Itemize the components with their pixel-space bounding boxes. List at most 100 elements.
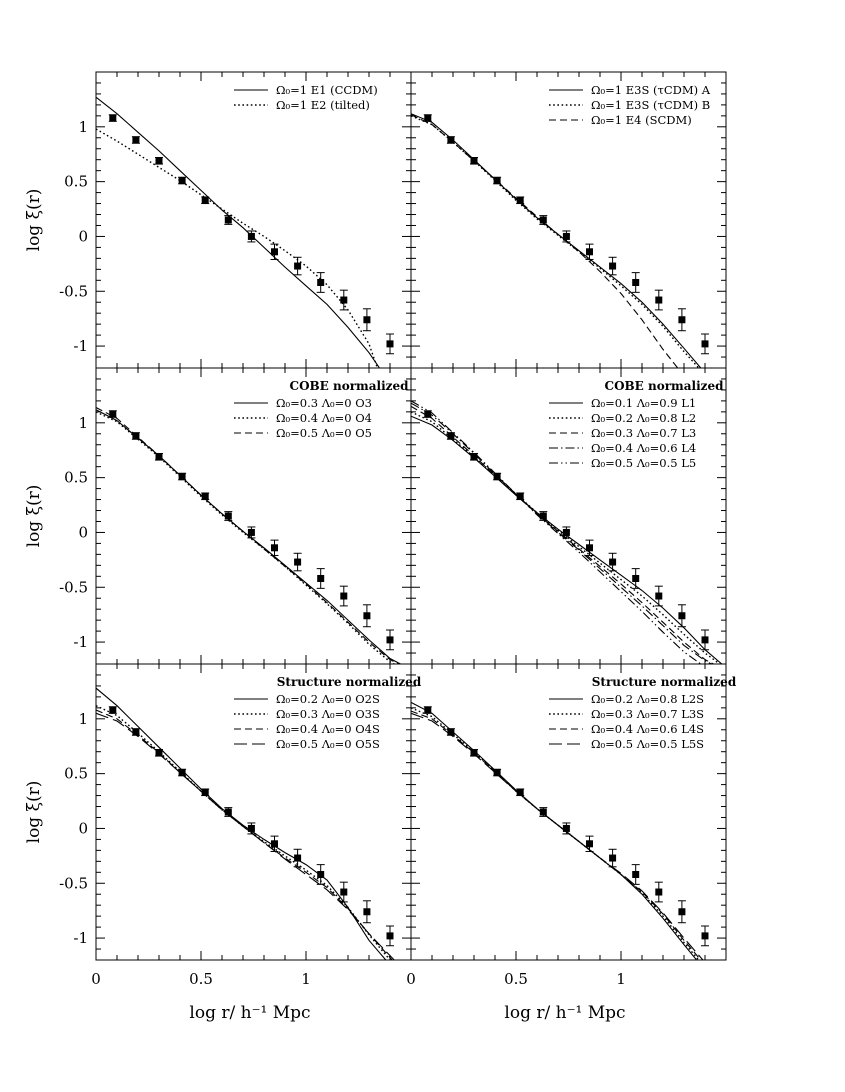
legend-label-1: Ω₀=0.2 Λ₀=0.8 L2S <box>591 692 704 706</box>
data-point <box>178 473 186 481</box>
data-point <box>155 157 163 165</box>
axis-labels: 1 0.5 0 -0.5 -1 1 0.5 0 -0.5 -1 1 0.5 0 -0.5 -1 0 0.5 1 0 0… <box>59 118 626 988</box>
points-top-right <box>423 114 709 355</box>
data-point <box>678 908 686 916</box>
data-point <box>271 840 278 848</box>
y-tick-label: 1 <box>78 118 88 136</box>
data-point <box>609 262 617 270</box>
legend-label-3: Ω₀=0.4 Λ₀=0.6 L4S <box>591 722 704 736</box>
data-point <box>655 296 663 304</box>
legend-label-3: Ω₀=0.4 Λ₀=0 O4S <box>276 722 380 736</box>
legend-label-4: Ω₀=0.4 Λ₀=0.6 L4 <box>591 441 696 455</box>
data-point <box>224 216 232 224</box>
model-curve-4 <box>411 402 712 664</box>
data-point <box>386 340 394 348</box>
y-tick-label: 0.5 <box>64 173 88 191</box>
y-tick-label: -0.5 <box>59 282 88 300</box>
data-point <box>363 316 371 324</box>
data-point <box>224 512 232 520</box>
data-point <box>447 136 455 144</box>
model-curve-5 <box>411 400 702 664</box>
legend-label-1: Ω₀=0.3 Λ₀=0 O3 <box>276 396 372 410</box>
data-point <box>701 636 709 644</box>
x-tick-label: 0 <box>406 970 416 988</box>
data-point <box>470 749 478 757</box>
y-tick-label: 0.5 <box>64 469 88 487</box>
panel-frames <box>95 71 727 961</box>
model-curve-3 <box>411 405 714 664</box>
model-curve-2 <box>96 411 395 664</box>
data-point <box>178 769 186 777</box>
y-tick-label: 0.5 <box>64 765 88 783</box>
y-tick-label: -0.5 <box>59 578 88 596</box>
data-point <box>224 808 232 816</box>
data-point <box>317 870 325 878</box>
data-point <box>178 177 186 185</box>
x-tick-label: 0 <box>91 970 101 988</box>
x-tick-label: 0.5 <box>189 970 213 988</box>
y-tick-label: -1 <box>73 633 88 651</box>
y-tick-label: -0.5 <box>59 874 88 892</box>
data-point <box>609 854 617 862</box>
data-point <box>109 114 117 122</box>
data-point <box>562 232 570 240</box>
y-tick-label: -1 <box>73 929 88 947</box>
curves-bottom-right <box>411 701 704 960</box>
x-tick-label: 1 <box>616 970 626 988</box>
y-tick-label: 0 <box>78 227 88 245</box>
legend-label-2: Ω₀=1 E2 (tilted) <box>276 98 370 112</box>
data-point <box>317 574 325 582</box>
data-point <box>247 232 255 240</box>
data-point <box>539 216 547 224</box>
data-point <box>132 432 140 440</box>
points-middle-left <box>108 410 394 651</box>
points-top-left <box>108 114 394 355</box>
data-point <box>271 248 278 256</box>
data-point <box>655 592 663 600</box>
legend-label-1: Ω₀=0.2 Λ₀=0 O2S <box>276 692 380 706</box>
legend-label-2: Ω₀=0.4 Λ₀=0 O4 <box>276 411 372 425</box>
legend-label-5: Ω₀=0.5 Λ₀=0.5 L5 <box>591 456 696 470</box>
data-point <box>701 932 709 940</box>
curves-top-left <box>96 96 380 368</box>
legend-label-3: Ω₀=1 E4 (SCDM) <box>591 113 692 127</box>
data-point <box>655 888 663 896</box>
legend-heading: COBE normalized <box>605 379 725 393</box>
points-bottom-right <box>423 706 709 947</box>
x-tick-label: 0.5 <box>504 970 528 988</box>
data-point <box>386 636 394 644</box>
axis-ticks <box>95 72 727 960</box>
legend-label-4: Ω₀=0.5 Λ₀=0.5 L5S <box>591 737 704 751</box>
data-point <box>539 808 547 816</box>
data-point <box>586 248 593 256</box>
model-curve-2 <box>96 128 379 368</box>
data-point <box>493 177 501 185</box>
curves-top-right <box>411 113 702 368</box>
panel-frame-top-left <box>95 71 412 369</box>
data-point <box>201 788 209 796</box>
y-tick-label: 0 <box>78 523 88 541</box>
data-point <box>609 558 617 566</box>
data-point <box>109 706 117 714</box>
data-point <box>424 706 432 714</box>
legend-heading: Structure normalized <box>277 675 422 689</box>
data-point <box>678 612 686 620</box>
data-point <box>340 592 348 600</box>
data-point <box>632 870 640 878</box>
data-point <box>447 432 455 440</box>
legend-label-2: Ω₀=0.3 Λ₀=0.7 L3S <box>591 707 704 721</box>
points-middle-right <box>423 410 709 651</box>
data-point <box>493 769 501 777</box>
model-curve-1 <box>96 96 380 368</box>
data-point <box>424 410 432 418</box>
model-curve-1 <box>96 687 387 960</box>
model-curve-3 <box>96 407 399 664</box>
data-point <box>109 410 117 418</box>
data-point <box>294 854 302 862</box>
legend-heading: Structure normalized <box>592 675 737 689</box>
data-point <box>155 749 163 757</box>
data-point <box>424 114 432 122</box>
y-tick-label: 0 <box>78 819 88 837</box>
data-point <box>201 492 209 500</box>
